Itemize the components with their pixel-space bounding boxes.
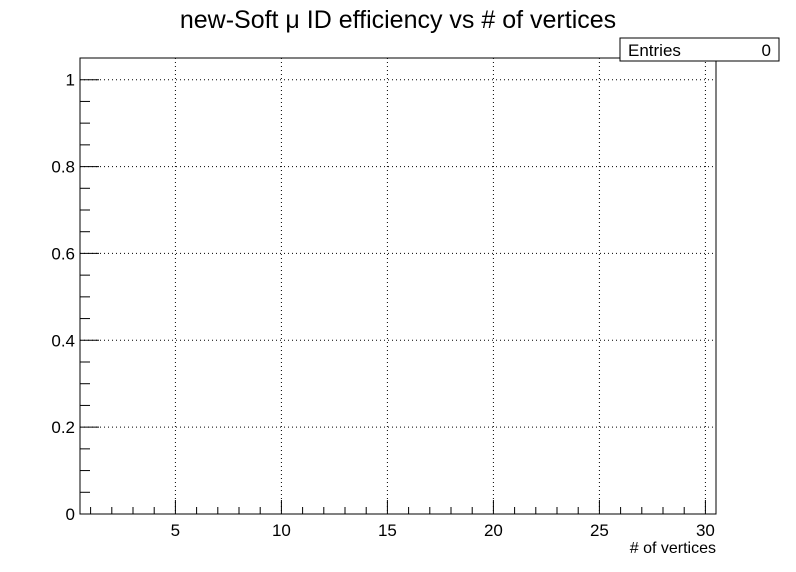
- x-tick-label: 30: [696, 521, 715, 540]
- y-tick-label: 0.8: [51, 158, 75, 177]
- chart-title: new-Soft μ ID efficiency vs # of vertice…: [180, 6, 616, 34]
- y-tick-label: 0: [66, 505, 75, 524]
- x-axis-title: # of vertices: [630, 540, 716, 557]
- y-tick-label: 0.2: [51, 418, 75, 437]
- x-tick-label: 25: [590, 521, 609, 540]
- x-tick-label: 10: [272, 521, 291, 540]
- stats-box-frame: [619, 37, 780, 62]
- x-tick-label: 20: [484, 521, 503, 540]
- stats-entries-value: 0: [762, 41, 771, 60]
- x-tick-label: 5: [171, 521, 180, 540]
- plot-area-frame: [79, 57, 717, 515]
- y-tick-label: 1: [66, 71, 75, 90]
- x-tick-label: 15: [378, 521, 397, 540]
- stats-box: Entries 0: [619, 37, 780, 62]
- y-tick-label: 0.6: [51, 244, 75, 263]
- grid-lines: [80, 58, 716, 514]
- stats-entries-label: Entries: [628, 41, 681, 60]
- x-axis-ticks: 5 10 15 20 25 30: [90, 500, 715, 540]
- y-tick-label: 0.4: [51, 331, 75, 350]
- y-axis-ticks: 0 0.2 0.4 0.6 0.8 1: [51, 57, 99, 524]
